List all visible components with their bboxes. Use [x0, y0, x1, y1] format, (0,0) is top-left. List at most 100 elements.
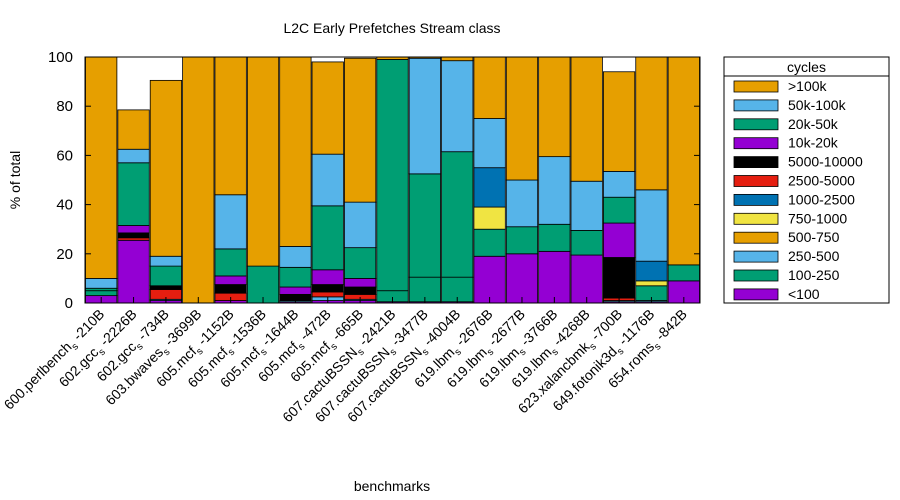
- bar-segment: [149, 265, 183, 287]
- bar-segment: [117, 148, 150, 164]
- bar-segment: [473, 167, 506, 208]
- bar-segment: [441, 60, 474, 153]
- bar-segment: [473, 56, 506, 119]
- bar-segment: [149, 79, 183, 257]
- bar-segment: [602, 170, 636, 198]
- bar-segment: [408, 173, 441, 278]
- bar-segment: [538, 223, 571, 252]
- legend-swatch: [733, 193, 779, 206]
- bar-segment: [538, 56, 571, 158]
- legend-swatch: [733, 118, 779, 131]
- bar-segment: [214, 194, 247, 250]
- legend-title: cycles: [787, 59, 826, 75]
- bar-segment: [635, 260, 668, 282]
- bar-segment: [117, 162, 150, 226]
- y-tick-label: 0: [65, 295, 73, 312]
- bar-segment: [311, 291, 344, 298]
- y-tick-label: 40: [56, 197, 73, 214]
- legend-label: 250-500: [788, 248, 840, 264]
- legend: cycles >100k 50k-100k 20k-50k 10k-20k 5000-10…: [723, 56, 890, 304]
- bar-segment: [505, 179, 539, 228]
- bar-segment: [279, 246, 312, 268]
- bar-segment: [441, 151, 474, 278]
- bar-segment: [246, 56, 280, 267]
- bar-segment: [473, 206, 506, 230]
- bar-segment: [344, 201, 377, 249]
- bar-segment: [602, 257, 636, 299]
- bar-segment: [667, 56, 700, 266]
- bar-segment: [85, 56, 118, 279]
- legend-swatch: [733, 137, 779, 150]
- bar-segment: [602, 196, 636, 224]
- y-tick-label: 80: [56, 98, 73, 115]
- legend-label: 5000-10000: [788, 154, 863, 170]
- bar-segment: [117, 232, 150, 239]
- bar-segment: [117, 239, 150, 304]
- legend-label: 10k-20k: [788, 135, 839, 151]
- bar-segment: [214, 56, 247, 196]
- bar-segment: [570, 180, 603, 231]
- bar-segment: [602, 222, 636, 258]
- bar-segment: [602, 71, 636, 172]
- bar-segment: [505, 226, 539, 255]
- y-tick-label: 20: [56, 246, 73, 263]
- bar-segment: [311, 153, 344, 207]
- legend-label: <100: [788, 286, 820, 302]
- bar-segment: [441, 56, 474, 62]
- bar-segment: [376, 59, 409, 292]
- bar-segment: [149, 255, 183, 267]
- legend-swatch: [733, 156, 779, 169]
- bar-segment: [505, 253, 539, 304]
- legend-swatch: [733, 212, 779, 225]
- x-axis-label: benchmarks: [354, 478, 430, 494]
- bar-segment: [505, 56, 539, 181]
- legend-swatch: [733, 269, 779, 282]
- bar-segment: [667, 264, 700, 282]
- legend-label: 100-250: [788, 267, 840, 283]
- bar-segment: [85, 277, 118, 289]
- bar-segment: [344, 57, 377, 203]
- bar-segment: [311, 269, 344, 285]
- bar-segment: [635, 189, 668, 262]
- legend-swatch: [733, 175, 779, 187]
- bar-segment: [149, 285, 183, 290]
- bar-segment: [85, 290, 118, 297]
- bar-segment: [182, 56, 215, 304]
- bar-segment: [311, 284, 344, 293]
- y-tick-label: 100: [48, 49, 73, 66]
- bar-segment: [635, 56, 668, 191]
- legend-label: 500-750: [788, 229, 840, 245]
- legend-label: 20k-50k: [788, 116, 839, 132]
- bar-segment: [214, 275, 247, 285]
- bar-segment: [214, 284, 247, 294]
- bar-segment: [473, 118, 506, 169]
- bar-segment: [279, 266, 312, 288]
- bar-segment: [473, 255, 506, 304]
- bar-segment: [538, 250, 571, 304]
- bar-segment: [570, 254, 603, 304]
- legend-label: 2500-5000: [788, 173, 855, 189]
- plot-area: [84, 56, 701, 304]
- bar-segment: [635, 280, 668, 287]
- legend-swatch: [733, 288, 779, 301]
- bar-segment: [408, 57, 441, 175]
- bar-segment: [344, 277, 377, 288]
- legend-label: >100k: [788, 78, 828, 94]
- y-axis-label: % of total: [7, 151, 23, 209]
- legend-label: 50k-100k: [788, 97, 847, 113]
- bar-segment: [117, 109, 150, 150]
- bar-segment: [117, 225, 150, 234]
- bar-segment: [279, 286, 312, 295]
- legend-label: 1000-2500: [788, 191, 855, 207]
- bar-segment: [473, 228, 506, 257]
- bar-segment: [214, 248, 247, 277]
- legend-swatch: [733, 80, 779, 93]
- legend-swatch: [733, 99, 779, 112]
- legend-label: 750-1000: [788, 210, 847, 226]
- bar-segment: [311, 205, 344, 271]
- legend-swatch: [733, 250, 779, 263]
- bar-segment: [344, 286, 377, 295]
- bar-segment: [279, 56, 312, 247]
